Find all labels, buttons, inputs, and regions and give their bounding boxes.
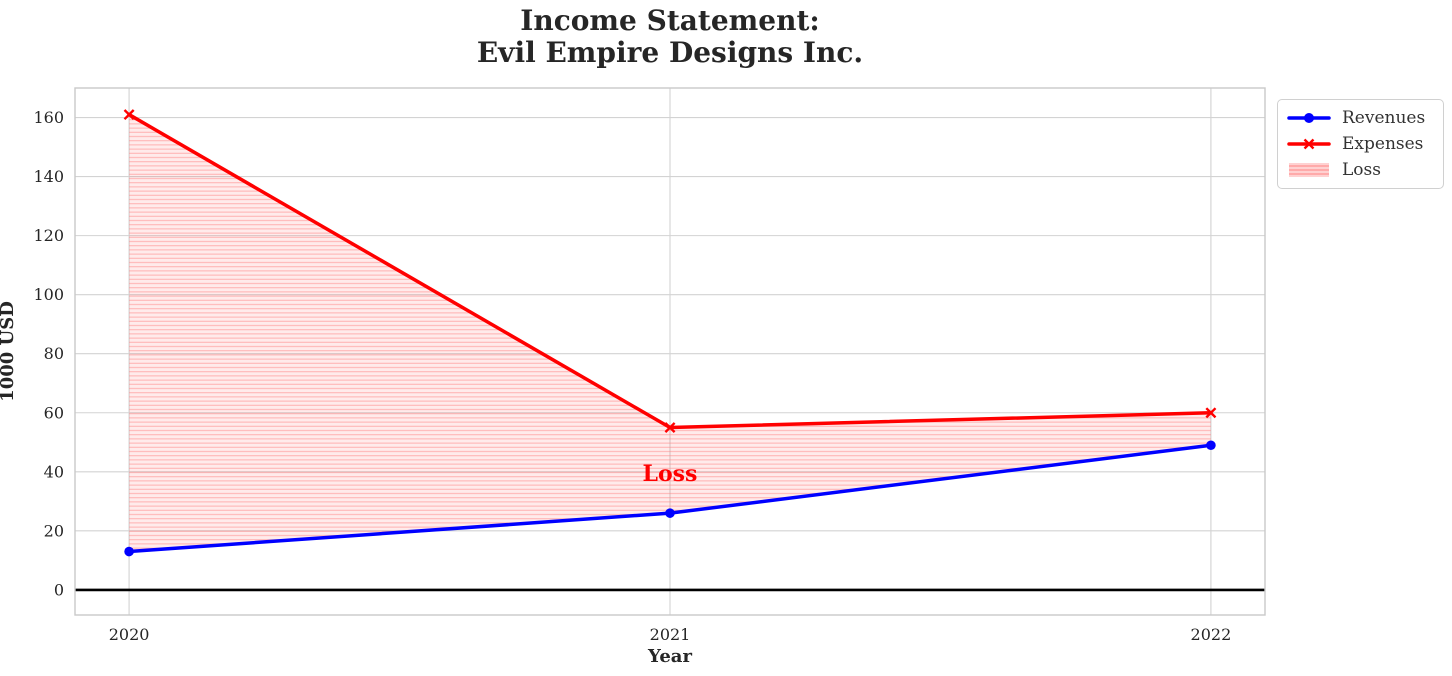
legend-item-revenues: Revenues xyxy=(1287,105,1434,131)
y-tick-label: 60 xyxy=(44,403,64,422)
y-tick-label: 100 xyxy=(33,285,64,304)
x-tick-label: 2020 xyxy=(109,625,150,644)
y-tick-label: 0 xyxy=(54,580,64,599)
legend-item-loss: Loss xyxy=(1287,157,1434,183)
y-tick-label: 20 xyxy=(44,521,64,540)
data-point-marker xyxy=(1205,407,1217,419)
legend-label-revenues: Revenues xyxy=(1342,108,1426,128)
loss-area xyxy=(129,114,1211,552)
y-tick-label: 160 xyxy=(33,108,64,127)
legend-label-expenses: Expenses xyxy=(1342,134,1424,154)
expenses-series xyxy=(123,109,1217,433)
data-point-marker xyxy=(665,508,675,518)
data-point-marker xyxy=(123,109,135,121)
data-point-marker xyxy=(664,422,676,433)
chart-title-line2: Evil Empire Designs Inc. xyxy=(476,36,864,69)
x-tick-label: 2022 xyxy=(1191,625,1232,644)
loss-annotation: Loss xyxy=(643,461,698,487)
loss-patch-swatch xyxy=(1289,163,1329,177)
data-point-marker xyxy=(1206,440,1216,451)
revenues-line-swatch xyxy=(1287,113,1331,123)
legend-item-expenses: Expenses xyxy=(1287,131,1434,157)
chart-title: Income Statement: Evil Empire Designs In… xyxy=(0,5,1340,69)
data-point-marker xyxy=(124,546,134,557)
chart-title-line1: Income Statement: xyxy=(520,4,820,37)
y-tick-label: 140 xyxy=(33,167,64,186)
tick-labels: 0 20 40 60 80 100 120 140 160 2020 2021 2022 xyxy=(33,108,1231,644)
x-tick-label: 2021 xyxy=(650,625,691,644)
legend-label-loss: Loss xyxy=(1342,160,1381,180)
y-tick-label: 40 xyxy=(44,462,64,481)
expenses-line-swatch xyxy=(1287,138,1331,150)
plot-frame xyxy=(74,87,1266,616)
revenues-series xyxy=(124,440,1216,557)
y-tick-label: 80 xyxy=(44,344,64,363)
x-axis-label: Year xyxy=(647,646,692,667)
legend: Revenues Expenses Loss xyxy=(1277,99,1444,189)
y-axis-label: 1000 USD xyxy=(0,301,18,402)
y-tick-label: 120 xyxy=(33,226,64,245)
